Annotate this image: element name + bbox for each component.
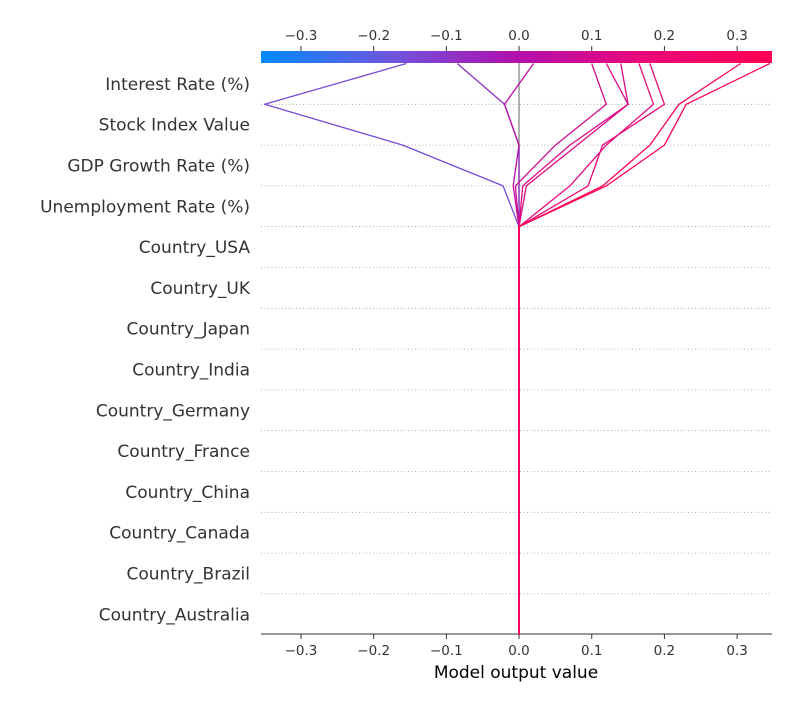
tick-marks [300,46,738,639]
tick-label: −0.1 [430,28,463,44]
x-axis-title: Model output value [434,663,598,683]
tick-label: 0.2 [654,643,675,659]
feature-label: Unemployment Rate (%) [40,197,250,217]
feature-label: Stock Index Value [99,116,250,136]
tick-label: −0.1 [430,643,463,659]
tick-label: −0.2 [357,28,390,44]
feature-label: Country_China [125,483,250,503]
feature-label: Interest Rate (%) [105,75,250,95]
tick-label: −0.3 [285,28,318,44]
colorbar [261,51,772,63]
sample-line [514,63,607,635]
feature-label: Country_India [132,361,250,381]
sample-line [263,62,520,635]
feature-labels: Interest Rate (%) Stock Index Value GDP Gr… [40,75,251,625]
gridlines [261,103,772,595]
tick-label: 0.1 [581,28,602,44]
sample-line [518,63,655,635]
top-tick-labels: −0.3 −0.2 −0.1 0.0 0.1 0.2 0.3 [285,28,748,44]
tick-label: −0.3 [285,643,318,659]
feature-label: Country_Australia [99,605,250,625]
sample-line [518,62,771,635]
tick-label: −0.2 [357,643,390,659]
bottom-tick-labels: −0.3 −0.2 −0.1 0.0 0.1 0.2 0.3 [285,643,748,659]
feature-label: GDP Growth Rate (%) [67,157,250,177]
feature-label: Country_Germany [96,401,250,421]
tick-label: 0.1 [581,643,602,659]
tick-label: 0.2 [654,28,675,44]
feature-label: Country_Brazil [127,565,250,585]
tick-label: 0.3 [726,643,747,659]
feature-label: Country_USA [139,238,251,258]
tick-label: 0.0 [508,28,529,44]
tick-label: 0.0 [508,643,529,659]
feature-label: Country_Japan [127,320,250,340]
sample-lines [263,62,771,635]
feature-label: Country_France [117,442,250,462]
tick-label: 0.3 [726,28,747,44]
feature-label: Country_Canada [109,524,250,544]
feature-label: Country_UK [150,279,250,299]
